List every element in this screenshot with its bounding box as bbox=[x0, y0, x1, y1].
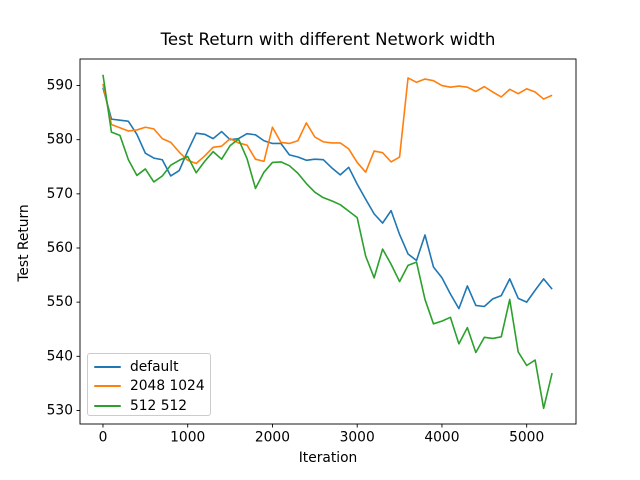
y-tick-label: 530 bbox=[47, 402, 73, 418]
y-tick-label: 570 bbox=[47, 186, 73, 202]
x-tick-label: 2000 bbox=[255, 430, 290, 446]
y-tick-label: 590 bbox=[47, 78, 73, 94]
legend-line-sample bbox=[94, 404, 121, 407]
legend-label: 512 512 bbox=[130, 397, 188, 414]
legend-item: 512 512 bbox=[88, 396, 210, 416]
chart-title: Test Return with different Network width bbox=[160, 30, 496, 49]
legend-line-sample bbox=[94, 365, 121, 368]
legend-line-sample bbox=[94, 385, 121, 388]
legend-label: 2048 1024 bbox=[130, 378, 205, 395]
y-tick-label: 550 bbox=[47, 294, 73, 310]
legend-item: 2048 1024 bbox=[88, 377, 210, 397]
legend: default 2048 1024 512 512 bbox=[87, 353, 211, 416]
x-tick-label: 3000 bbox=[340, 430, 375, 446]
series-line-default bbox=[102, 87, 553, 310]
x-tick-label: 1000 bbox=[170, 430, 205, 446]
x-tick-label: 5000 bbox=[509, 430, 544, 446]
legend-label: default bbox=[130, 358, 179, 375]
y-axis-label: Test Return bbox=[16, 204, 32, 282]
y-tick-label: 560 bbox=[47, 240, 73, 256]
legend-item: default bbox=[88, 357, 210, 377]
y-tick-label: 580 bbox=[47, 132, 73, 148]
y-tick-label: 540 bbox=[47, 348, 73, 364]
axes-spines bbox=[79, 58, 577, 425]
series-line-2048-1024 bbox=[102, 77, 553, 173]
series-line-512-512 bbox=[102, 74, 553, 410]
x-tick-label: 0 bbox=[99, 430, 108, 446]
x-axis-label: Iteration bbox=[298, 450, 358, 466]
x-tick-label: 4000 bbox=[424, 430, 459, 446]
